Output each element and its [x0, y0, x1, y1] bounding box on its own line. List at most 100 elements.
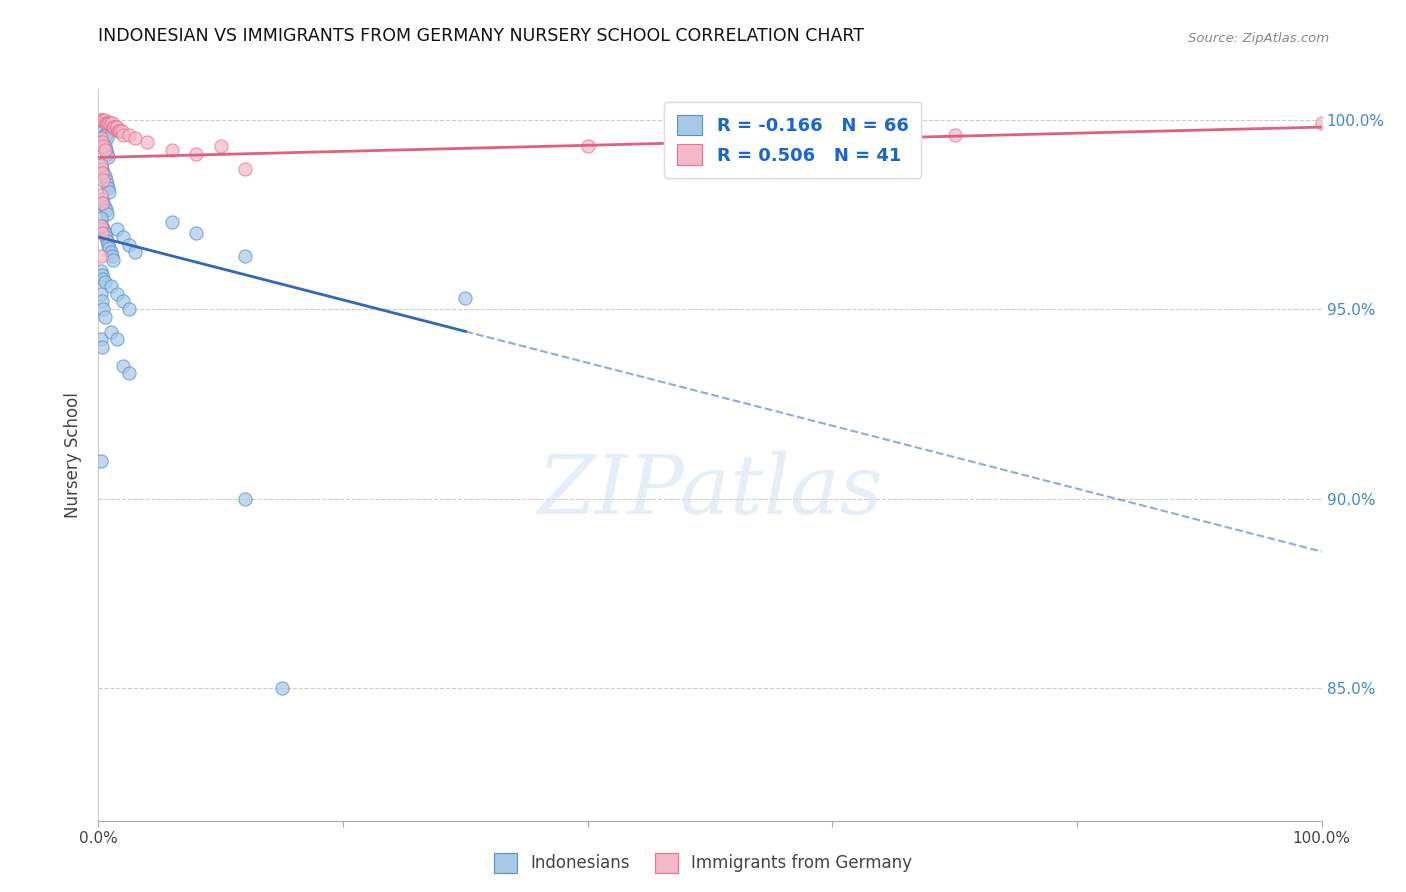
- Point: [91, 165, 114, 179]
- Point: [91, 124, 114, 138]
- Point: [98, 241, 121, 255]
- Point: [94, 173, 117, 187]
- Point: [101, 120, 124, 134]
- Point: [91, 301, 114, 316]
- Point: [111, 128, 134, 142]
- Point: [105, 120, 128, 134]
- Point: [91, 161, 114, 176]
- Point: [98, 185, 121, 199]
- Point: [124, 245, 146, 260]
- Point: [105, 332, 128, 346]
- Point: [91, 294, 114, 309]
- Point: [91, 165, 114, 179]
- Y-axis label: Nursery School: Nursery School: [65, 392, 83, 518]
- Point: [91, 135, 114, 149]
- Point: [103, 120, 125, 134]
- Point: [90, 120, 112, 134]
- Point: [91, 112, 114, 127]
- Point: [94, 128, 117, 142]
- Point: [91, 139, 114, 153]
- Point: [91, 195, 114, 210]
- Point: [108, 124, 131, 138]
- Point: [233, 249, 256, 263]
- Point: [94, 116, 117, 130]
- Point: [91, 222, 114, 236]
- Point: [91, 271, 114, 285]
- Point: [111, 359, 134, 373]
- Point: [96, 207, 118, 221]
- Text: INDONESIAN VS IMMIGRANTS FROM GERMANY NURSERY SCHOOL CORRELATION CHART: INDONESIAN VS IMMIGRANTS FROM GERMANY NU…: [98, 27, 865, 45]
- Point: [93, 226, 115, 240]
- Point: [943, 128, 966, 142]
- Point: [118, 237, 141, 252]
- Point: [576, 139, 599, 153]
- Point: [124, 131, 146, 145]
- Point: [97, 180, 120, 194]
- Point: [111, 294, 134, 309]
- Point: [100, 245, 122, 260]
- Point: [233, 491, 256, 506]
- Point: [93, 310, 115, 324]
- Point: [94, 143, 117, 157]
- Point: [90, 131, 112, 145]
- Point: [110, 124, 132, 138]
- Point: [270, 681, 294, 695]
- Point: [96, 131, 118, 145]
- Point: [118, 301, 141, 316]
- Point: [91, 135, 114, 149]
- Point: [100, 325, 122, 339]
- Legend: R = -0.166   N = 66, R = 0.506   N = 41: R = -0.166 N = 66, R = 0.506 N = 41: [664, 102, 921, 178]
- Point: [91, 195, 114, 210]
- Point: [97, 150, 120, 164]
- Point: [100, 116, 122, 130]
- Point: [90, 112, 112, 127]
- Point: [93, 200, 115, 214]
- Point: [96, 234, 118, 248]
- Point: [90, 219, 112, 233]
- Point: [90, 158, 112, 172]
- Point: [105, 286, 128, 301]
- Point: [91, 173, 114, 187]
- Point: [107, 124, 129, 138]
- Point: [454, 291, 477, 305]
- Point: [90, 158, 112, 172]
- Point: [111, 230, 134, 244]
- Point: [90, 188, 112, 202]
- Point: [160, 143, 183, 157]
- Point: [97, 116, 120, 130]
- Point: [186, 226, 208, 240]
- Point: [93, 143, 115, 157]
- Point: [111, 124, 134, 138]
- Point: [91, 124, 114, 138]
- Point: [91, 226, 114, 240]
- Point: [101, 249, 124, 263]
- Point: [90, 453, 112, 467]
- Point: [91, 139, 114, 153]
- Point: [160, 215, 183, 229]
- Point: [101, 116, 124, 130]
- Point: [93, 112, 115, 127]
- Point: [91, 268, 114, 282]
- Point: [93, 139, 115, 153]
- Point: [118, 128, 141, 142]
- Point: [91, 340, 114, 354]
- Point: [96, 116, 118, 130]
- Point: [1310, 116, 1333, 130]
- Point: [90, 332, 112, 346]
- Point: [93, 276, 115, 290]
- Point: [91, 192, 114, 206]
- Point: [105, 222, 128, 236]
- Point: [118, 367, 141, 381]
- Point: [91, 219, 114, 233]
- Point: [91, 112, 114, 127]
- Point: [90, 286, 112, 301]
- Text: ZIPatlas: ZIPatlas: [537, 451, 883, 532]
- Point: [100, 279, 122, 293]
- Point: [94, 203, 117, 218]
- Point: [94, 230, 117, 244]
- Point: [209, 139, 232, 153]
- Legend: Indonesians, Immigrants from Germany: Indonesians, Immigrants from Germany: [486, 847, 920, 880]
- Point: [93, 128, 115, 142]
- Point: [233, 161, 256, 176]
- Point: [101, 252, 124, 267]
